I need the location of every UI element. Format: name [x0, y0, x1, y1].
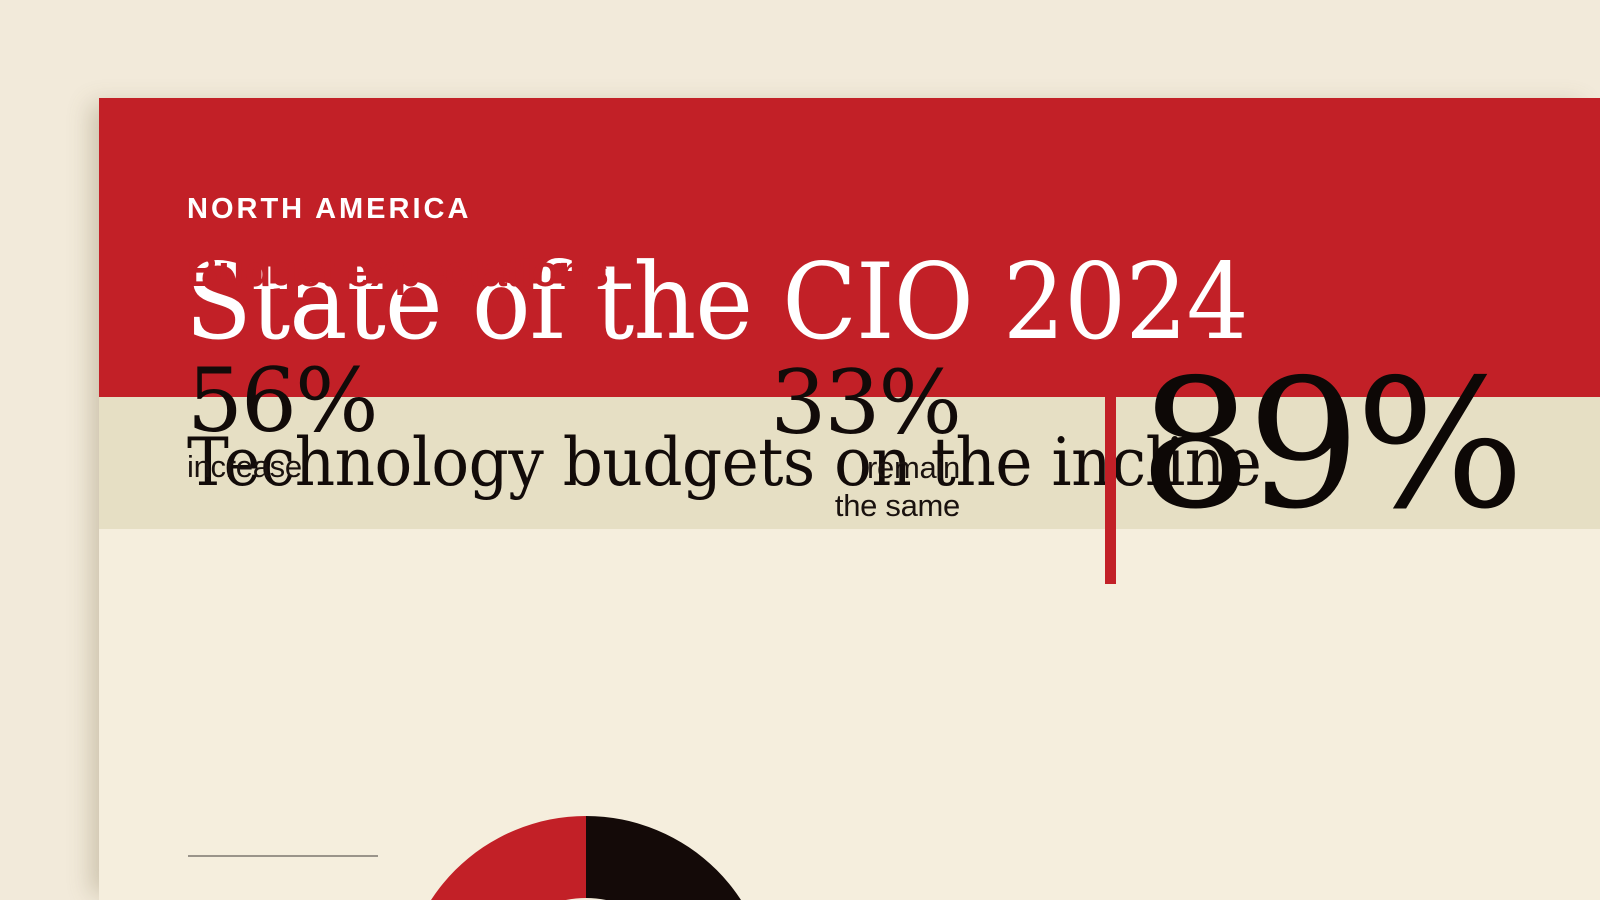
stat-remain-same-caption-line2: the same [834, 487, 960, 523]
subtitle-band: Technology budgets on the incline [99, 397, 1600, 529]
stat-remain-same: 33% remain the same [670, 351, 962, 525]
stat-increase: 56% increase [187, 357, 387, 484]
region-eyebrow: NORTH AMERICA [187, 193, 472, 225]
body-area [99, 529, 1600, 900]
subtitle-text: Technology budgets on the incline [187, 424, 1262, 501]
stat-highlight: 89% [1139, 356, 1559, 534]
stat-highlight-value: 89% [1139, 341, 1525, 548]
vertical-divider [1105, 384, 1116, 584]
stat-remain-same-caption: remain the same [670, 449, 960, 525]
stat-increase-caption: increase [187, 449, 302, 484]
masthead-banner: NORTH AMERICA State of the CIO 2024 [99, 98, 1600, 397]
content-sheet: NORTH AMERICA State of the CIO 2024 Tech… [99, 98, 1600, 900]
stat-increase-underline [188, 855, 378, 857]
page-title: State of the CIO 2024 [185, 241, 1249, 363]
stat-increase-value: 56% [187, 349, 379, 452]
stat-remain-same-value: 33% [770, 351, 962, 454]
section-heading-budget-expectations: Budget expectations [187, 247, 609, 296]
stat-remain-same-caption-line1: remain [867, 450, 960, 485]
